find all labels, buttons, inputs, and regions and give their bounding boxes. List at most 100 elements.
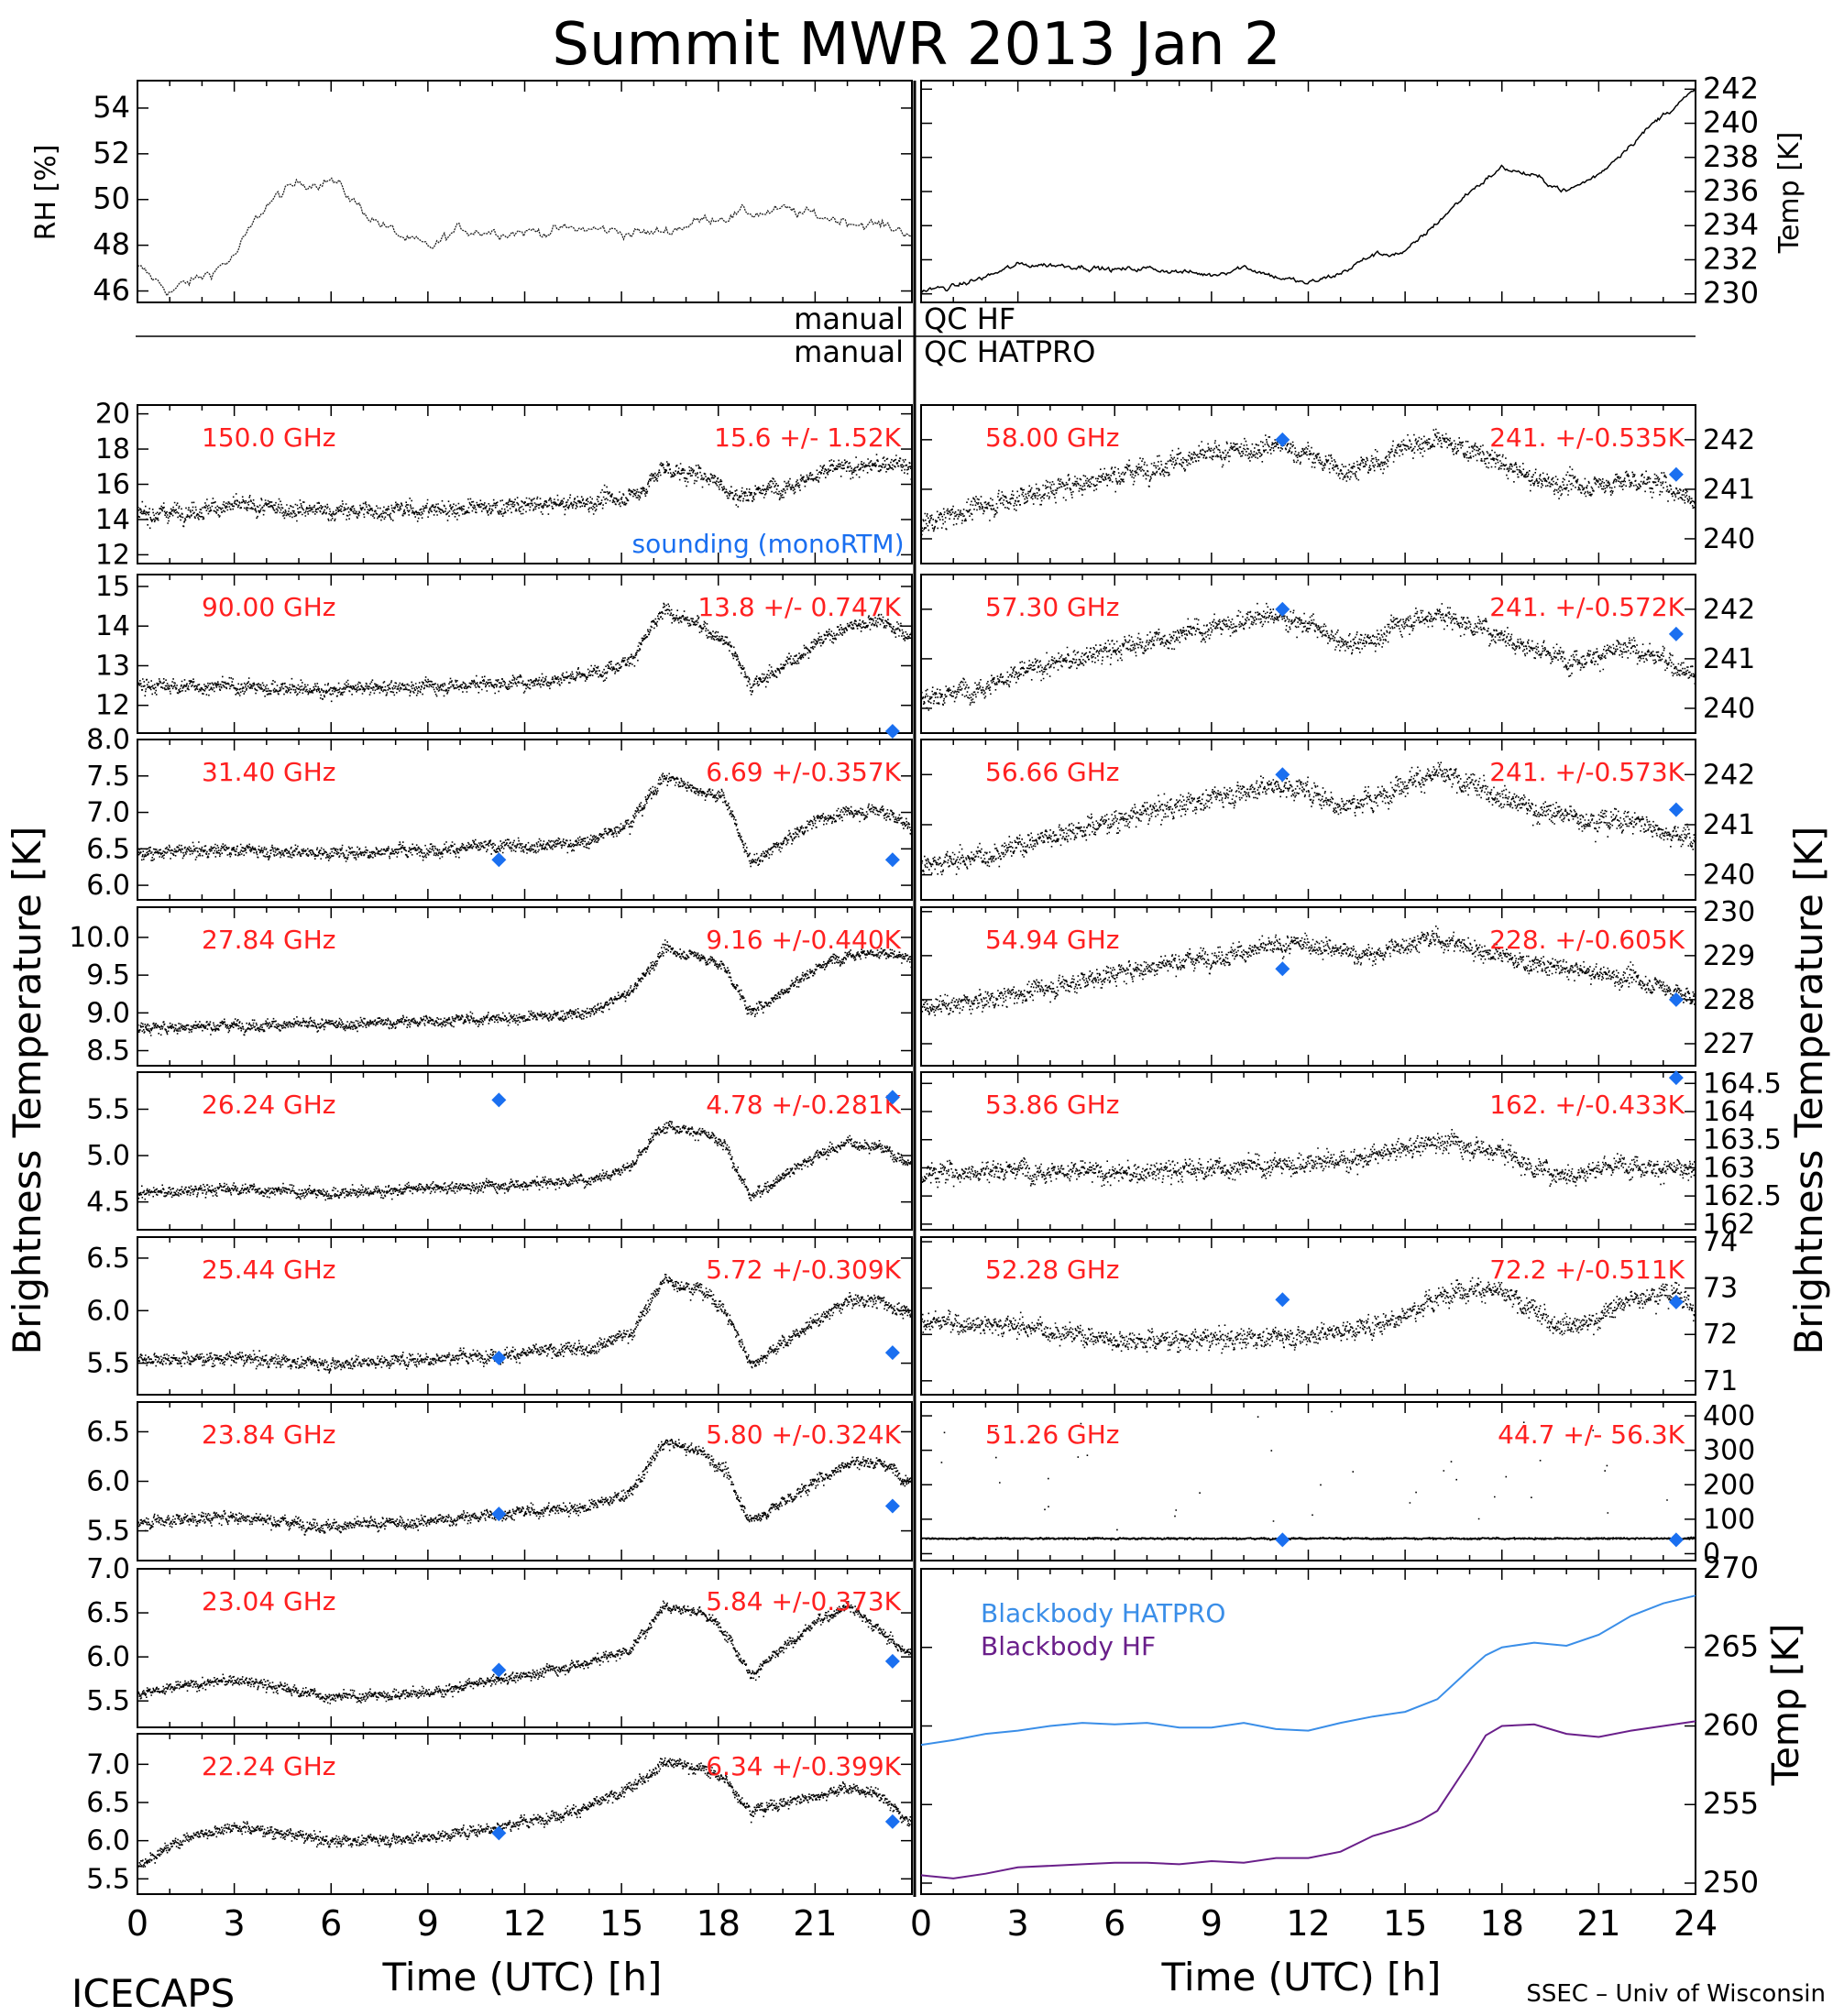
- panel-f2224-freq-label: 22.24 GHz: [202, 1751, 336, 1781]
- panel-f2384-ytick-label: 6.0: [86, 1466, 130, 1498]
- panel-f5386-ytick-label: 163.5: [1703, 1124, 1782, 1156]
- blackbody-series-1: [920, 1720, 1696, 1879]
- rh-line: [137, 177, 912, 298]
- panel-f2544-stats-label: 5.72 +/-0.309K: [706, 1255, 901, 1285]
- panel-f2304-stats-label: 5.84 +/-0.373K: [706, 1586, 901, 1616]
- panel-f5800-freq-label: 58.00 GHz: [985, 422, 1120, 453]
- panel-f5386-bg: [921, 1072, 1696, 1230]
- panel-f5386-freq-label: 53.86 GHz: [985, 1090, 1120, 1120]
- panel-f5126-stats-label: 44.7 +/- 56.3K: [1498, 1419, 1685, 1450]
- panel-f5666-ytick-label: 241: [1703, 809, 1755, 841]
- left-time-tick-label: 21: [793, 1903, 837, 1944]
- panel-f3140-bg: [137, 740, 912, 900]
- qc-hatpro-right-label: QC HATPRO: [924, 334, 1095, 369]
- panel-f90-ytick-label: 14: [95, 610, 130, 642]
- panel-f5228-points: [921, 1276, 1696, 1354]
- panel-f5386-ytick-label: 164.5: [1703, 1068, 1782, 1100]
- panel-f5494-ytick-label: 228: [1703, 984, 1755, 1016]
- right-time-tick-label: 18: [1480, 1903, 1524, 1944]
- panel-f2784-points: [137, 939, 912, 1036]
- temp-panel-ytick-label: 236: [1703, 173, 1759, 208]
- panel-f3140-ytick-label: 7.0: [86, 797, 130, 829]
- blackbody-legend-1: Blackbody HF: [981, 1631, 1156, 1661]
- panel-f5126-freq-label: 51.26 GHz: [985, 1419, 1120, 1450]
- panel-f5228-ytick-label: 71: [1703, 1365, 1738, 1397]
- blackbody-panel-ytick-label: 270: [1703, 1550, 1759, 1585]
- panel-f90-stats-label: 13.8 +/- 0.747K: [697, 592, 901, 622]
- panel-f2304-ytick-label: 7.0: [86, 1553, 130, 1585]
- panel-f2224-ytick-label: 5.5: [86, 1863, 130, 1895]
- panel-f2384-sounding-marker: [884, 1498, 900, 1514]
- panel-f2304-freq-label: 23.04 GHz: [202, 1586, 336, 1616]
- panel-f5666-bg: [921, 740, 1696, 900]
- panel-f2784-ytick-label: 8.5: [86, 1035, 130, 1068]
- panel-f5666-ytick-label: 240: [1703, 860, 1755, 892]
- temp-panel-ytick-label: 238: [1703, 139, 1759, 174]
- right-time-tick-label: 0: [910, 1903, 932, 1944]
- rh-panel-ytick-label: 46: [93, 273, 130, 308]
- right-time-tick-label: 12: [1286, 1903, 1330, 1944]
- panel-f2304-sounding-marker: [884, 1653, 900, 1669]
- left-time-tick-label: 9: [417, 1903, 439, 1944]
- panel-f2384-stats-label: 5.80 +/-0.324K: [706, 1419, 901, 1450]
- panel-f5730-freq-label: 57.30 GHz: [985, 592, 1120, 622]
- panel-f2224-ytick-label: 7.0: [86, 1748, 130, 1780]
- panel-f2784-ytick-label: 9.0: [86, 997, 130, 1029]
- left-time-tick-label: 12: [502, 1903, 546, 1944]
- temp-panel-bg: [921, 81, 1696, 302]
- panel-f90-freq-label: 90.00 GHz: [202, 592, 336, 622]
- panel-f2784-bg: [137, 907, 912, 1066]
- panel-f5126-ytick-label: 400: [1703, 1400, 1755, 1432]
- blackbody-panel-ytick-label: 255: [1703, 1786, 1759, 1821]
- panel-f5126-ytick-label: 300: [1703, 1435, 1755, 1467]
- panel-f2224-ytick-label: 6.5: [86, 1787, 130, 1819]
- panel-f150-ytick-label: 14: [95, 504, 130, 536]
- panel-f2304-ytick-label: 5.5: [86, 1685, 130, 1717]
- panel-f5730-bg: [921, 575, 1696, 733]
- panel-f5666-sounding-marker: [1275, 767, 1290, 783]
- panel-f2384-series: [137, 1439, 912, 1536]
- panel-f2544-series: [137, 1274, 912, 1374]
- panel-f5800-sounding-marker: [1275, 432, 1290, 447]
- panel-f2544-bg: [137, 1237, 912, 1395]
- xlabel-right: Time (UTC) [h]: [1161, 1955, 1442, 2000]
- panel-f2544-sounding-marker: [491, 1350, 507, 1365]
- footer-right: SSEC – Univ of Wisconsin: [1526, 1980, 1826, 2008]
- panel-f2384-points: [137, 1439, 912, 1536]
- footer-left: ICECAPS: [71, 1971, 235, 2016]
- bt-right-axis-label: Brightness Temperature [K]: [1786, 827, 1831, 1355]
- panel-f5800-ytick-label: 242: [1703, 424, 1755, 456]
- panel-f90-ytick-label: 13: [95, 650, 130, 682]
- panel-f5494-ytick-label: 227: [1703, 1028, 1755, 1060]
- left-time-tick-label: 15: [599, 1903, 643, 1944]
- right-time-tick-label: 21: [1576, 1903, 1620, 1944]
- panel-f5228-sounding-marker: [1275, 1292, 1290, 1308]
- panel-f90-bg: [137, 575, 912, 733]
- panel-f5386-ytick-label: 164: [1703, 1096, 1755, 1128]
- panel-f5126-sounding-marker: [1275, 1532, 1290, 1548]
- panel-f2544-freq-label: 25.44 GHz: [202, 1255, 336, 1285]
- panel-f2784-ytick-label: 9.5: [86, 959, 130, 992]
- panel-f2624-sounding-marker: [491, 1092, 507, 1108]
- panel-f90-ytick-label: 12: [95, 690, 130, 722]
- temp-axis-label: Temp [K]: [1773, 132, 1806, 255]
- blackbody-series-0: [920, 1594, 1696, 1747]
- xlabel-left: Time (UTC) [h]: [382, 1955, 663, 2000]
- panel-f3140-stats-label: 6.69 +/-0.357K: [706, 757, 901, 787]
- panel-f3140-series: [137, 772, 912, 868]
- panel-f2224-sounding-marker: [491, 1825, 507, 1841]
- panel-f3140-ytick-label: 8.0: [86, 724, 130, 756]
- left-time-tick-label: 3: [224, 1903, 246, 1944]
- panel-f5800-series: [921, 428, 1696, 536]
- right-time-tick-label: 15: [1383, 1903, 1427, 1944]
- right-time-tick-label: 3: [1007, 1903, 1029, 1944]
- panel-f150-stats-label: 15.6 +/- 1.52K: [714, 422, 901, 453]
- panel-f2304-series: [137, 1600, 912, 1704]
- panel-f2384-sounding-marker: [491, 1507, 507, 1522]
- panel-f3140-points: [137, 772, 912, 868]
- panel-f5386-ytick-label: 163: [1703, 1152, 1755, 1184]
- left-time-tick-label: 6: [320, 1903, 342, 1944]
- panel-f150-ytick-label: 16: [95, 469, 130, 501]
- blackbody-legend-0: Blackbody HATPRO: [981, 1598, 1225, 1628]
- panel-f150-freq-label: 150.0 GHz: [202, 422, 336, 453]
